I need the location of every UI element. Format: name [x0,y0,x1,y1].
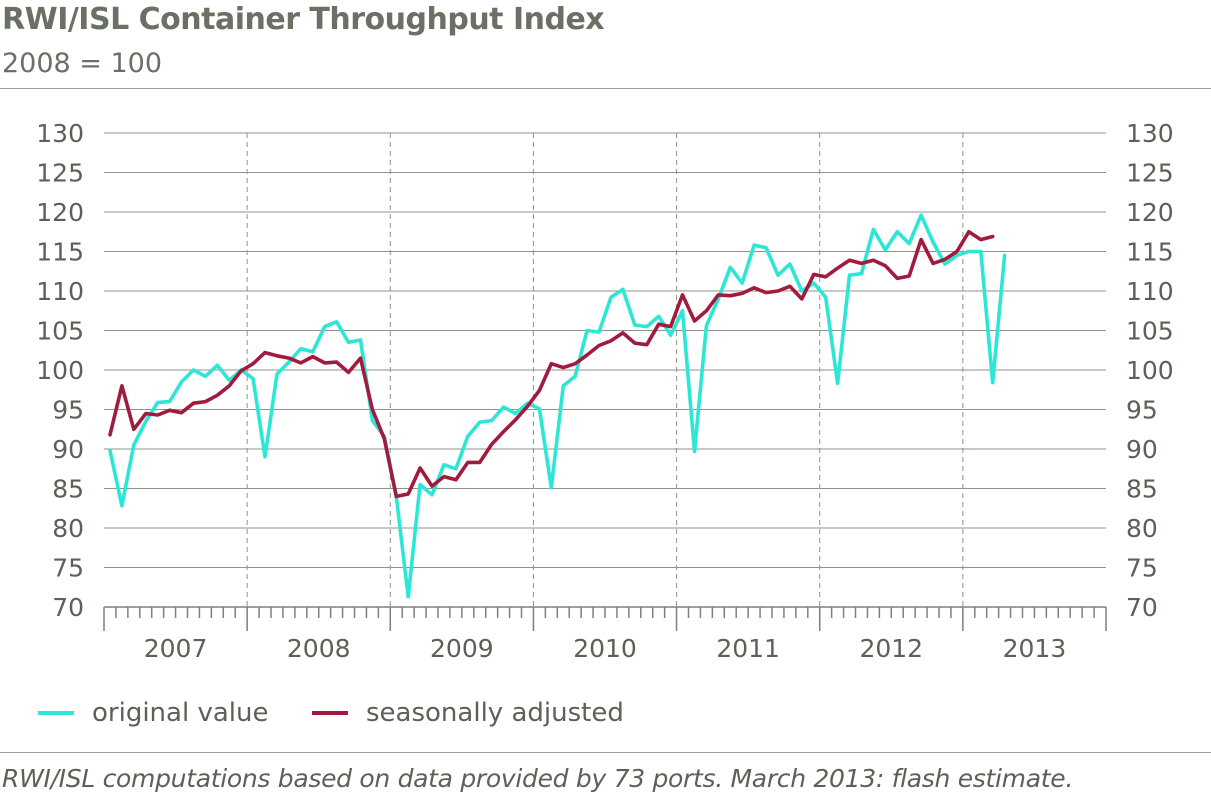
y-tick-label-left: 105 [36,317,84,346]
y-tick-label-right: 125 [1126,159,1174,188]
footer-divider [0,752,1211,753]
y-tick-label-right: 95 [1126,396,1158,425]
y-tick-label-left: 95 [52,396,84,425]
y-tick-label-left: 130 [36,119,84,148]
x-tick-label: 2011 [716,634,780,663]
legend-seasonal-swatch [312,711,348,715]
legend-seasonal-label: seasonally adjusted [366,698,624,728]
y-tick-label-left: 90 [52,435,84,464]
y-tick-label-left: 85 [52,475,84,504]
y-tick-label-right: 85 [1126,475,1158,504]
y-tick-label-right: 100 [1126,356,1174,385]
legend-original-label: original value [92,698,269,728]
legend-original-swatch [38,711,74,715]
x-tick-label: 2008 [287,634,351,663]
legend-seasonal: seasonally adjusted [312,698,624,728]
series-line-original [108,213,1007,599]
y-tick-label-left: 70 [52,593,84,622]
y-tick-label-right: 90 [1126,435,1158,464]
chart-plot: 2007 2008 2009 2010 2011 2012 2013 130 130 125 125… [36,119,1174,663]
y-tick-label-right: 110 [1126,277,1174,306]
y-tick-label-left: 80 [52,514,84,543]
chart-title: RWI/ISL Container Throughput Index [2,2,605,37]
series-line-seasonal [108,230,995,499]
y-tick-label-right: 70 [1126,593,1158,622]
x-tick-label: 2010 [573,634,637,663]
footnote: RWI/ISL computations based on data provi… [2,764,1073,793]
y-tick-label-left: 125 [36,159,84,188]
y-tick-label-right: 105 [1126,317,1174,346]
legend-original: original value [38,698,268,728]
y-tick-label-right: 130 [1126,119,1174,148]
y-tick-label-left: 100 [36,356,84,385]
y-tick-label-left: 75 [52,554,84,583]
y-tick-label-left: 110 [36,277,84,306]
y-tick-label-right: 80 [1126,514,1158,543]
x-tick-label: 2009 [430,634,494,663]
x-tick-label: 2012 [859,634,923,663]
y-tick-label-right: 75 [1126,554,1158,583]
y-tick-label-left: 120 [36,198,84,227]
x-tick-label: 2013 [1003,634,1067,663]
x-tick-label: 2007 [144,634,208,663]
chart-subtitle: 2008 = 100 [2,48,163,79]
header-divider [0,88,1211,89]
y-tick-label-right: 120 [1126,198,1174,227]
y-tick-label-left: 115 [36,238,84,267]
y-tick-label-right: 115 [1126,238,1174,267]
